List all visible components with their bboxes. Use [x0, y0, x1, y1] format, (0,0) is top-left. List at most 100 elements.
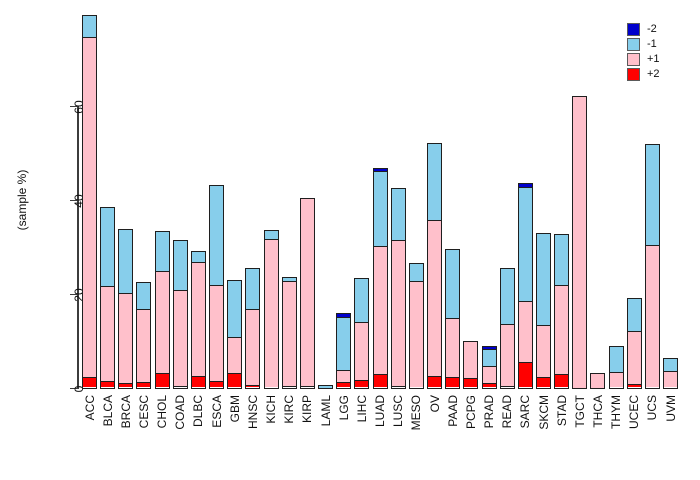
bar-UCS [644, 144, 660, 389]
bar-MESO [408, 263, 424, 389]
bar-segment-plus1 [101, 286, 115, 381]
bar-segment-plus2 [210, 380, 224, 388]
y-axis-title: (sample %) [15, 169, 29, 231]
legend: -2 -1 +1 +2 [627, 22, 660, 83]
bar-SKCM [536, 233, 551, 389]
bar-segment-minus1 [609, 346, 623, 373]
bar-segment-plus1 [173, 290, 187, 387]
bar-segment-plus1 [573, 96, 587, 388]
bar-segment-plus2 [555, 373, 569, 388]
legend-label: +2 [647, 68, 660, 80]
bar-segment-minus1 [537, 234, 550, 325]
bar-segment-plus2 [482, 383, 496, 388]
x-axis-label-CHOL: CHOL [155, 395, 170, 429]
bar-segment-minus2 [373, 169, 387, 172]
bar-segment-plus1 [373, 246, 387, 374]
bar-segment-plus2 [228, 373, 242, 388]
bar-segment-plus1 [155, 270, 169, 374]
bar-segment-plus1 [591, 374, 605, 388]
bar-segment-plus2 [191, 376, 205, 388]
bar-segment-plus2 [428, 376, 442, 388]
bar-KIRC [281, 276, 297, 389]
x-axis-label-UVM: UVM [663, 395, 678, 422]
x-axis-label-UCS: UCS [645, 395, 660, 421]
bar-segment-plus1 [555, 284, 569, 374]
bar-segment-plus1 [282, 280, 296, 386]
bar-UCEC [626, 298, 642, 389]
bar-segment-plus2 [246, 384, 260, 388]
x-axis-label-LIHC: LIHC [354, 395, 369, 423]
bar-segment-minus1 [246, 268, 260, 310]
bar-DLBC [190, 250, 206, 389]
bar-segment-plus1 [355, 322, 369, 381]
bar-segment-plus1 [337, 369, 351, 383]
legend-row: -1 [627, 37, 660, 51]
x-axis-label-THYM: THYM [609, 395, 624, 429]
bar-segment-plus2 [282, 385, 296, 388]
bar-segment-minus1 [409, 264, 423, 281]
bar-segment-minus1 [500, 268, 514, 325]
x-axis-label-OV: OV [427, 395, 442, 413]
bar-LUSC [390, 188, 406, 389]
bar-segment-plus1 [464, 342, 478, 378]
bar-segment-plus1 [300, 199, 314, 386]
bar-segment-minus1 [482, 348, 496, 366]
bar-segment-plus2 [518, 362, 532, 388]
bar-segment-plus1 [518, 301, 532, 363]
bar-segment-plus2 [464, 377, 478, 388]
x-axis-label-BLCA: BLCA [100, 395, 115, 427]
bar-segment-plus2 [537, 377, 550, 388]
x-axis-label-PAAD: PAAD [445, 395, 460, 427]
bar-PAAD [445, 249, 461, 389]
bar-segment-plus1 [609, 372, 623, 388]
x-axis-label-DLBC: DLBC [191, 395, 206, 428]
bar-segment-plus2 [337, 382, 351, 388]
legend-swatch-icon [627, 22, 640, 36]
x-axis-label-SARC: SARC [518, 395, 533, 429]
bar-segment-minus2 [337, 314, 351, 317]
bar-segment-minus1 [155, 232, 169, 271]
legend-swatch-icon [627, 52, 640, 66]
bar-segment-plus1 [264, 239, 278, 388]
x-axis-label-KIRP: KIRP [300, 395, 315, 424]
bar-segment-plus2 [627, 383, 641, 388]
bar-UVM [663, 358, 679, 389]
x-axis-label-HNSC: HNSC [245, 395, 260, 430]
bar-KICH [263, 230, 279, 389]
legend-row: +2 [627, 67, 660, 81]
bar-THCA [590, 373, 606, 389]
x-axis-label-READ: READ [500, 395, 515, 429]
bar-READ [499, 267, 515, 389]
x-axis-label-BRCA: BRCA [118, 395, 133, 429]
bar-segment-plus1 [645, 245, 659, 388]
bar-segment-minus1 [645, 145, 659, 246]
bar-segment-plus1 [137, 308, 151, 382]
bar-TGCT [572, 95, 588, 389]
bar-segment-plus1 [228, 336, 242, 374]
bar-segment-minus1 [446, 250, 460, 318]
bar-segment-plus1 [246, 309, 260, 385]
x-axis-label-KIRC: KIRC [282, 395, 297, 424]
bar-segment-minus1 [518, 187, 532, 302]
y-axis-line [77, 106, 79, 389]
bar-BRCA [118, 229, 134, 389]
bar-segment-plus2 [155, 373, 169, 388]
bar-segment-plus1 [210, 285, 224, 381]
bar-LGG [336, 313, 352, 389]
bar-segment-plus2 [101, 380, 115, 388]
bar-segment-minus1 [119, 230, 133, 293]
bar-segment-plus1 [500, 324, 514, 387]
bar-segment-minus1 [319, 386, 333, 388]
x-axis-label-STAD: STAD [554, 395, 569, 427]
legend-swatch-icon [627, 37, 640, 51]
bar-segment-plus1 [391, 240, 405, 387]
bar-segment-plus2 [500, 386, 514, 388]
bar-segment-minus1 [210, 186, 224, 286]
bar-segment-minus1 [191, 251, 205, 262]
bar-LIHC [354, 277, 370, 389]
bar-HNSC [245, 267, 261, 389]
bar-segment-plus1 [482, 365, 496, 384]
x-axis-label-COAD: COAD [173, 395, 188, 430]
bar-segment-minus1 [337, 316, 351, 370]
